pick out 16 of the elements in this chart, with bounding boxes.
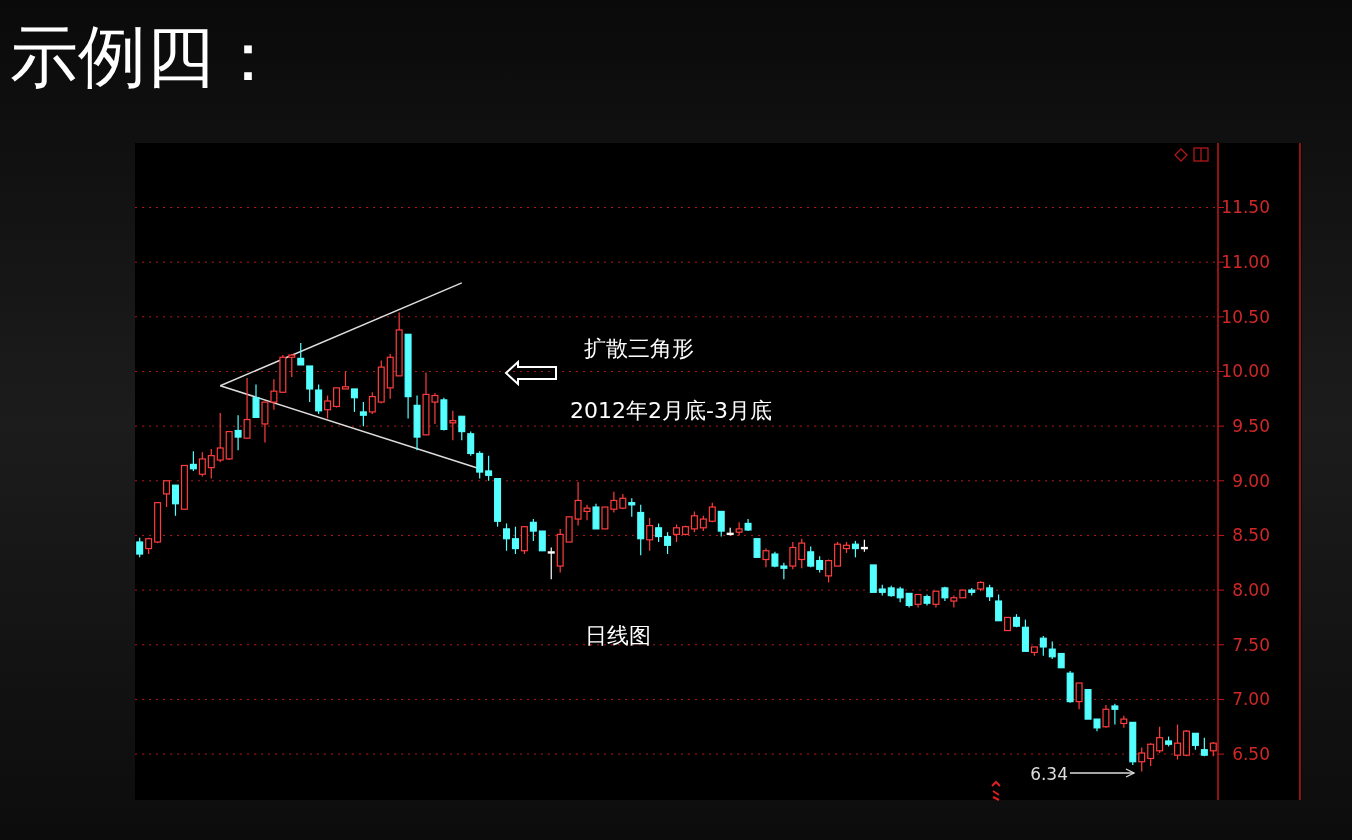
y-tick-label: 10.00 — [1221, 361, 1270, 382]
y-tick-label: 6.50 — [1232, 744, 1270, 765]
y-tick-label: 10.50 — [1221, 306, 1270, 327]
y-tick-label: 8.50 — [1232, 525, 1270, 546]
annotation: 6.34 — [1030, 764, 1068, 784]
annotation: 日线图 — [585, 623, 651, 648]
y-tick-label: 9.00 — [1232, 470, 1270, 491]
annotation: 2012年2月底-3月底 — [570, 398, 772, 423]
chart-title: 示例四： — [10, 17, 282, 96]
y-tick-label: 11.00 — [1221, 252, 1270, 273]
y-tick-label: 7.50 — [1232, 634, 1270, 655]
y-tick-label: 7.00 — [1232, 689, 1270, 710]
y-tick-label: 11.50 — [1221, 197, 1270, 218]
annotation: 扩散三角形 — [584, 336, 694, 361]
y-tick-label: 8.00 — [1232, 580, 1270, 601]
y-tick-label: 9.50 — [1232, 416, 1270, 437]
